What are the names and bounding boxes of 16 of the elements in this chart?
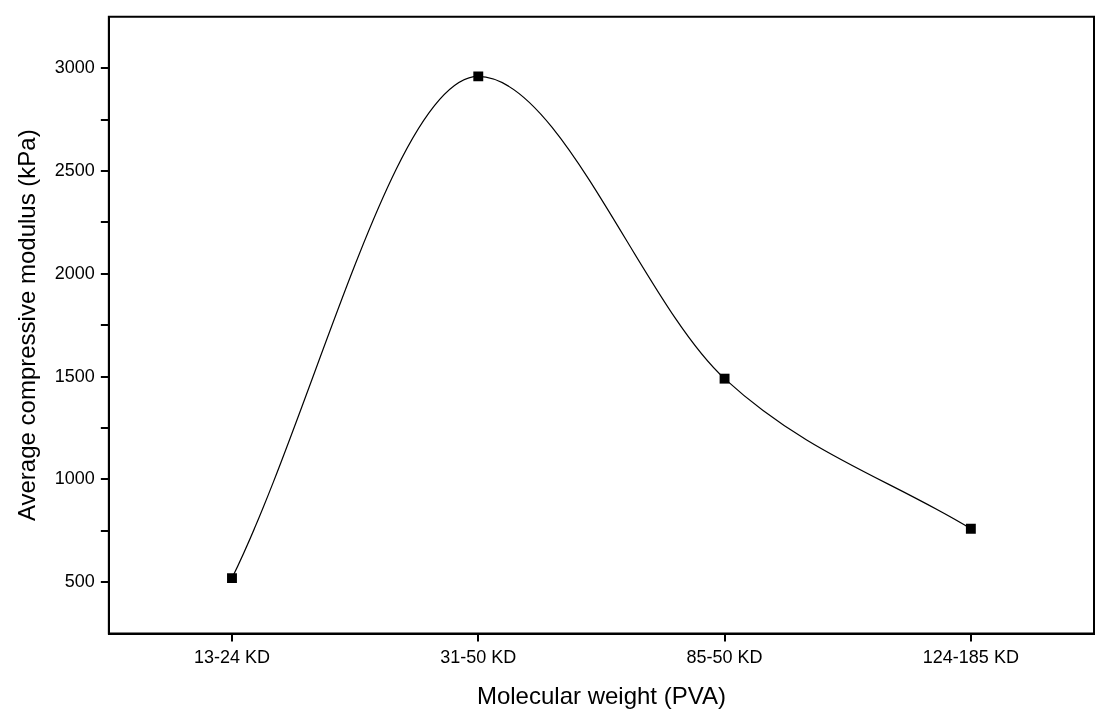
point <box>227 573 237 584</box>
y-tick-label: 2500 <box>54 159 95 180</box>
y-tick-label: 500 <box>64 571 95 592</box>
x-tick-label: 13-24 KD <box>193 647 271 668</box>
x-tick-label: 124-185 KD <box>922 647 1019 668</box>
point <box>965 523 976 534</box>
x-tick-label: 85-50 KD <box>686 647 763 668</box>
x-axis-title: Molecular weight (PVA) <box>476 682 726 710</box>
y-axis-title: Average compressive modulus (kPa) <box>13 129 41 522</box>
x-tick-label: 31-50 KD <box>440 647 517 668</box>
y-tick-label: 1500 <box>54 365 95 386</box>
point <box>473 71 484 82</box>
y-tick-label: 3000 <box>54 57 95 78</box>
y-tick-label: 2000 <box>54 262 95 283</box>
y-tick-label: 1000 <box>54 468 95 489</box>
point <box>719 373 730 384</box>
